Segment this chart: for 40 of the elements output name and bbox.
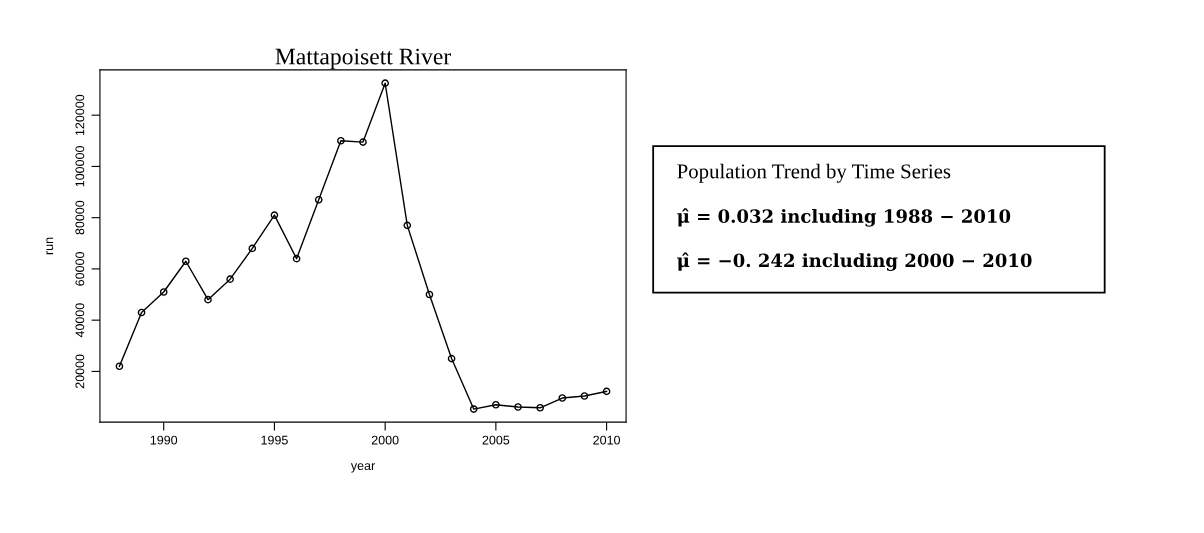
- x-tick-label: 2005: [482, 435, 510, 445]
- point: [226, 275, 234, 283]
- point: [469, 405, 478, 413]
- point: [359, 138, 367, 146]
- text: μ̂ = −0. 242 including 2000 − 2010: [677, 252, 1032, 271]
- point: [248, 244, 257, 253]
- point: [558, 394, 567, 402]
- y-tick-label: 120000: [75, 94, 85, 136]
- point: [115, 362, 124, 371]
- point: [536, 403, 544, 412]
- y-tick-label: 40000: [75, 303, 85, 338]
- x-axis-title: year: [350, 463, 375, 473]
- y-axis-title: run: [46, 237, 54, 255]
- point: [314, 195, 323, 204]
- point: [425, 290, 434, 299]
- y-tick-label: 60000: [75, 252, 85, 286]
- point: [580, 392, 589, 400]
- x-tick-label: 1995: [261, 435, 288, 445]
- text: Population Trend by Time Series: [677, 163, 951, 183]
- point: [182, 257, 190, 266]
- x-tick-label: 2000: [371, 435, 399, 445]
- point: [602, 387, 611, 396]
- point: [204, 295, 212, 304]
- point: [403, 221, 412, 230]
- point: [492, 400, 500, 409]
- y-tick-label: 20000: [75, 354, 85, 389]
- point: [270, 211, 279, 219]
- point: [292, 254, 301, 263]
- y-tick-label: 80000: [75, 200, 85, 235]
- text: μ̂ = 0.032 including 1988 − 2010: [677, 208, 1011, 227]
- x-tick-label: 2010: [593, 435, 621, 445]
- point: [337, 136, 345, 145]
- point: [447, 354, 456, 363]
- chart-title: Mattapoisett River: [275, 48, 451, 70]
- point: [137, 308, 146, 317]
- point: [514, 403, 522, 411]
- point: [381, 79, 389, 87]
- y-tick-label: 100000: [75, 146, 85, 187]
- x-tick-label: 1990: [150, 435, 178, 445]
- point: [159, 288, 168, 296]
